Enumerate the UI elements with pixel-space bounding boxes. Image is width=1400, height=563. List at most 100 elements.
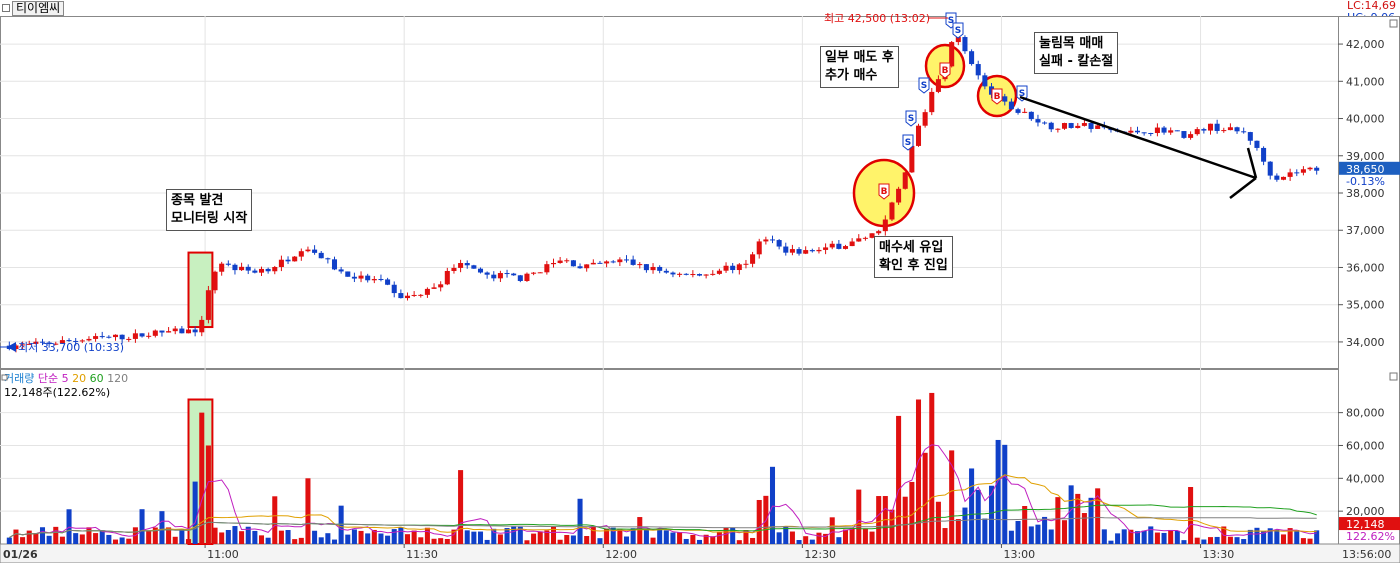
candle-body <box>783 246 789 253</box>
sell-marker-letter: S <box>948 16 954 26</box>
sell-marker: S <box>952 22 964 39</box>
candle-body <box>982 75 988 87</box>
candle-body <box>172 328 178 332</box>
price-tick-label: 38,000 <box>1346 187 1385 200</box>
candle-body <box>219 263 225 272</box>
candle-body <box>1314 167 1320 171</box>
volume-bar <box>677 532 683 544</box>
volume-bar <box>537 531 543 544</box>
annotation-partial-line1: 일부 매도 후 <box>825 50 894 65</box>
candle-body <box>696 274 703 276</box>
candle-body <box>856 238 862 242</box>
volume-bar <box>1108 540 1114 544</box>
volume-bar <box>876 496 882 544</box>
candle-body <box>537 272 543 274</box>
volume-bar <box>351 529 357 544</box>
stock-name[interactable]: 티이엠씨 <box>12 0 65 16</box>
candle-body <box>670 272 676 275</box>
candle-body <box>252 270 258 273</box>
candle-body <box>99 336 105 338</box>
candle-body <box>663 270 669 273</box>
volume-bar <box>730 527 736 544</box>
candle-body <box>424 288 430 295</box>
candle-body <box>1188 134 1194 138</box>
volume-bar <box>564 534 570 544</box>
candle-body <box>331 259 338 270</box>
candle-body <box>371 279 377 281</box>
candle-body <box>1128 130 1134 133</box>
trend-arrow-line <box>1019 95 1257 180</box>
candle-body <box>126 338 132 340</box>
price-tick-label: 41,000 <box>1346 75 1385 88</box>
candle-body <box>637 264 643 266</box>
window-handle-icon[interactable] <box>2 4 10 12</box>
volume-bar <box>1314 530 1320 544</box>
price-tick-label: 36,000 <box>1346 261 1385 274</box>
volume-bar <box>862 528 868 544</box>
current-volume-ratio-label: 122.62% <box>1346 530 1395 543</box>
volume-bar <box>710 536 716 544</box>
candle-body <box>723 265 729 271</box>
volume-bar <box>723 527 729 544</box>
volume-bar <box>836 537 842 544</box>
candle-body <box>743 263 749 265</box>
candle-body <box>39 341 46 343</box>
volume-bar <box>789 531 795 544</box>
current-volume-label: 12,148 <box>1346 518 1385 531</box>
candle-body <box>1168 130 1174 133</box>
current-change-label: -0.13% <box>1346 175 1385 188</box>
candle-body <box>1068 123 1074 128</box>
volume-bar <box>1161 532 1167 544</box>
volume-bar <box>398 527 404 544</box>
candle-body <box>1307 167 1313 170</box>
volume-bar <box>258 535 265 544</box>
sell-marker-shape <box>918 77 930 94</box>
annotation-pullback-line1: 눌림목 매매 <box>1039 36 1104 51</box>
volume-bar <box>245 526 251 544</box>
volume-bar <box>305 478 311 544</box>
volume-bar <box>750 537 756 544</box>
sell-marker-letter: S <box>955 26 961 36</box>
volume-bar <box>391 529 397 544</box>
volume-bar <box>796 540 802 544</box>
volume-bar <box>1055 497 1061 544</box>
volume-bar <box>232 526 238 544</box>
candle-body <box>272 267 278 272</box>
candle-body <box>351 276 357 279</box>
volume-info: 12,148주(122.62%) <box>4 386 110 399</box>
candle-body <box>205 290 211 320</box>
volume-bar <box>497 534 503 544</box>
volume-bar <box>703 534 709 544</box>
candle-body <box>776 240 782 247</box>
buy-marker-letter: B <box>881 187 888 197</box>
candle-body <box>1181 131 1187 138</box>
candle-body <box>922 112 928 126</box>
candle-body <box>139 333 145 337</box>
candle-body <box>365 275 371 281</box>
volume-bar <box>126 538 132 544</box>
volume-bar <box>511 526 517 544</box>
candle-body <box>1194 129 1200 135</box>
candle-body <box>497 273 503 279</box>
candle-body <box>338 269 344 272</box>
candle-body <box>1008 101 1014 110</box>
price-panel-button <box>1389 19 1398 28</box>
candle-body <box>1134 130 1141 133</box>
candle-body <box>570 260 576 267</box>
candle-body <box>1221 130 1227 132</box>
volume-bar <box>982 518 988 544</box>
volume-bar <box>46 535 52 544</box>
buy-marker-shape <box>939 62 951 79</box>
volume-bar <box>185 539 192 544</box>
candle-body <box>444 270 450 285</box>
volume-legend-item: 5 <box>62 372 73 385</box>
volume-ma-line <box>9 516 1317 539</box>
candle-body <box>1300 169 1306 173</box>
volume-bar <box>239 531 245 544</box>
candle-body <box>809 250 815 252</box>
volume-bar <box>670 532 676 544</box>
volume-bar <box>1307 538 1313 544</box>
volume-bar <box>172 536 178 544</box>
volume-bar <box>823 533 829 544</box>
